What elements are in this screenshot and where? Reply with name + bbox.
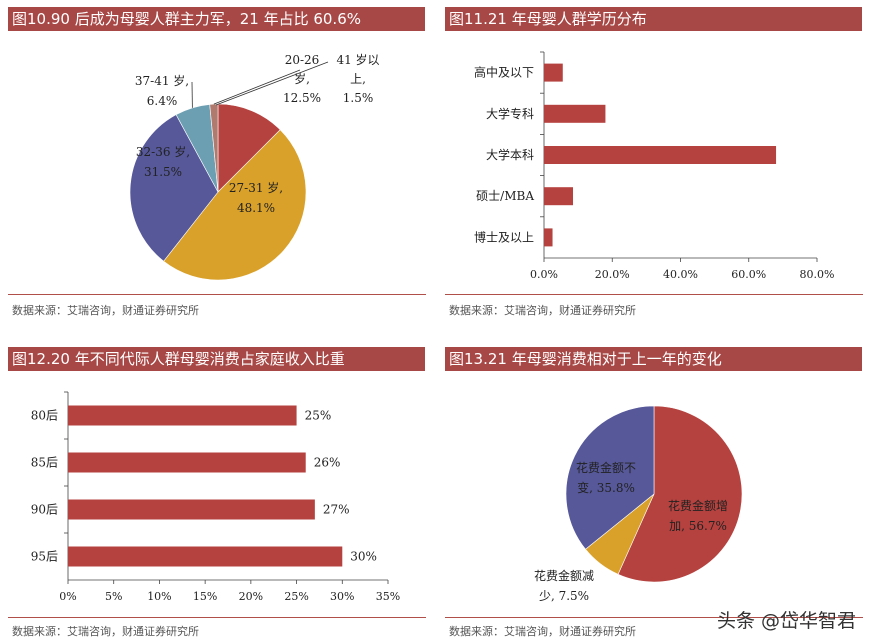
bar-2 (544, 146, 777, 164)
pie-label-32-36: 32-36 岁, (136, 144, 190, 159)
pie-label-decrease: 花费金额减 (534, 568, 594, 583)
chart1-title: 图10.90 后成为母婴人群主力军，21 年占比 60.6% (8, 7, 425, 31)
x-tick-label-5: 25% (284, 590, 308, 603)
x-tick-label-4: 20% (239, 590, 263, 603)
value-label-1: 26% (314, 456, 341, 470)
chart1-pie: 20-26 岁, 12.5% 27-31 岁, 48.1% 32-36 岁, 31.5% 37… (129, 52, 380, 281)
chart3-rule (8, 617, 426, 618)
chart1-source: 数据来源：艾瑞咨询，财通证券研究所 (12, 304, 199, 317)
category-label-3: 硕士/MBA (476, 189, 534, 203)
category-label-3: 95后 (31, 550, 58, 564)
bar-0 (544, 63, 563, 82)
chart2-title: 图11.21 年母婴人群学历分布 (445, 7, 862, 31)
pie-slice-2 (129, 114, 219, 262)
x-tick-label-6: 30% (330, 590, 354, 603)
x-tick-label-2: 10% (147, 590, 171, 603)
x-tick-label-1: 20.0% (595, 268, 630, 281)
category-label-1: 85后 (31, 456, 58, 470)
category-label-4: 博士及以上 (474, 229, 534, 244)
bar-4 (544, 228, 553, 247)
chart2-source: 数据来源：艾瑞咨询，财通证券研究所 (449, 304, 636, 317)
pie-label-27-31: 27-31 岁, (229, 180, 283, 195)
category-label-2: 90后 (31, 503, 58, 517)
category-label-0: 高中及以下 (474, 65, 534, 80)
pie-slice-1 (163, 129, 307, 281)
bar-0 (68, 405, 297, 426)
bar-2 (68, 499, 315, 520)
bar-3 (544, 187, 574, 206)
x-tick-label-2: 40.0% (663, 268, 698, 281)
chart2-rule (445, 294, 863, 295)
pie-label-20-26: 20-26 (285, 53, 320, 67)
bar-3 (68, 546, 343, 567)
x-tick-label-4: 80.0% (800, 268, 835, 281)
chart1-rule (8, 294, 426, 295)
pie-label-increase: 加, 56.7% (669, 519, 727, 533)
value-label-3: 30% (350, 550, 377, 564)
pie-slice-2 (565, 405, 655, 550)
pie-label-41plus: 41 岁以 (336, 52, 379, 67)
chart4-rule (445, 617, 863, 618)
chart4-title: 图13.21 年母婴消费相对于上一年的变化 (445, 347, 862, 371)
pie-label-decrease: 少, 7.5% (539, 589, 589, 603)
x-tick-label-0: 0% (59, 590, 76, 603)
x-tick-label-0: 0.0% (530, 268, 558, 281)
chart3-bar: 80后 25% 85后 26% 90后 27% 95后 30% 0% 5% 10% 15% 20% 25%… (31, 391, 400, 603)
chart4-source: 数据来源：艾瑞咨询，财通证券研究所 (449, 625, 636, 638)
x-tick-label-7: 35% (376, 590, 400, 603)
x-tick-label-3: 15% (193, 590, 217, 603)
x-tick-label-3: 60.0% (731, 268, 766, 281)
pie-label-20-26: 12.5% (283, 91, 321, 105)
pie-label-32-36: 31.5% (144, 165, 182, 179)
leader-line-41plus (215, 61, 329, 106)
pie-label-20-26: 岁, (294, 71, 310, 86)
pie-label-41plus: 上, (350, 72, 366, 86)
pie-label-41plus: 1.5% (343, 91, 374, 105)
x-tick-label-1: 5% (105, 590, 122, 603)
leader-line-20-26 (213, 69, 301, 105)
pie-label-37-41: 37-41 岁, (135, 73, 189, 88)
pie-label-increase: 花费金额增 (668, 498, 728, 513)
pie-slice-0 (617, 405, 743, 583)
chart3-source: 数据来源：艾瑞咨询，财通证券研究所 (12, 625, 199, 638)
value-label-0: 25% (305, 409, 332, 423)
category-label-1: 大学专科 (486, 106, 534, 121)
pie-label-unchanged: 变, 35.8% (577, 480, 635, 495)
watermark: 头条 @岱华智君 (716, 610, 856, 632)
chart3-title: 图12.20 年不同代际人群母婴消费占家庭收入比重 (8, 347, 425, 371)
pie-label-37-41: 6.4% (147, 94, 178, 108)
pie-label-unchanged: 花费金额不 (576, 460, 636, 475)
bar-1 (544, 104, 606, 123)
category-label-2: 大学本科 (486, 147, 534, 162)
pie-label-27-31: 48.1% (237, 201, 275, 215)
category-label-0: 80后 (31, 409, 58, 423)
value-label-2: 27% (323, 503, 350, 517)
bar-1 (68, 452, 306, 473)
